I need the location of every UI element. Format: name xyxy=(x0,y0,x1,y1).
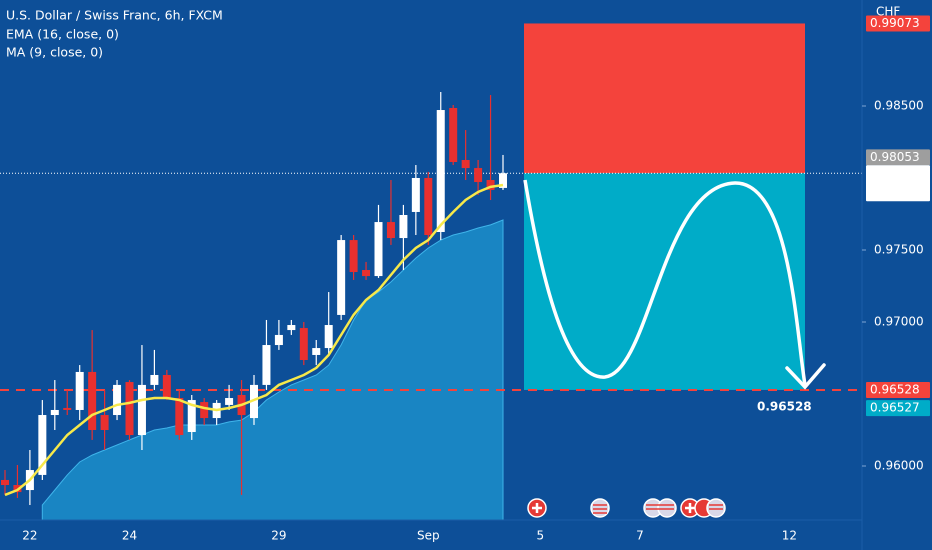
candle-body xyxy=(175,398,184,436)
candle-body xyxy=(337,240,346,315)
price-label: 0.96528 xyxy=(870,382,920,396)
candle-body xyxy=(137,384,146,436)
candle-body xyxy=(461,159,470,169)
candle-body xyxy=(162,374,171,399)
event-icon-stripes xyxy=(646,504,723,510)
event-icon-cross xyxy=(532,503,542,513)
candle-body xyxy=(150,374,159,385)
candle-body xyxy=(324,325,333,349)
x-tick-label: 7 xyxy=(636,529,644,543)
candle-body xyxy=(75,371,84,410)
candle-body xyxy=(262,345,271,385)
y-tick-label: 0.98500 xyxy=(874,98,924,112)
candle-body xyxy=(113,384,122,416)
x-tick-label: 29 xyxy=(271,529,286,543)
legend-entry: EMA (16, close, 0) xyxy=(6,27,119,42)
price-label: 0.98033 xyxy=(870,166,920,180)
candle-body xyxy=(187,400,196,433)
candle-body xyxy=(100,415,109,430)
target-annotation: 0.96528 xyxy=(757,400,812,414)
price-label-box xyxy=(866,165,930,202)
price-label: 0.99073 xyxy=(870,16,920,30)
candle-body xyxy=(349,240,358,273)
event-icon-stripes xyxy=(593,504,607,514)
candle-body xyxy=(1,479,9,486)
candle-body xyxy=(287,325,296,331)
candle-body xyxy=(499,173,507,188)
event-icons xyxy=(527,498,726,518)
event-icon[interactable] xyxy=(657,498,677,518)
y-tick-label: 0.97000 xyxy=(874,314,924,328)
candle-body xyxy=(449,108,458,163)
candle-body xyxy=(63,407,72,410)
candle-body xyxy=(411,177,420,212)
price-label-box xyxy=(866,149,930,166)
ema-line xyxy=(4,183,504,497)
projection-curve xyxy=(523,179,807,386)
candle-body xyxy=(424,177,433,236)
x-tick-label: 5 xyxy=(537,529,545,543)
countdown-label: 04:45:37 xyxy=(870,183,924,197)
y-tick-label: 0.97500 xyxy=(874,242,924,256)
candle-body xyxy=(436,110,445,232)
candle-body xyxy=(362,270,371,277)
price-label-box xyxy=(866,15,930,32)
price-label: 0.96527 xyxy=(870,401,920,415)
candle-body xyxy=(399,214,408,239)
candle-body xyxy=(200,402,209,419)
candle-body xyxy=(225,398,234,405)
currency-label: CHF xyxy=(876,5,900,19)
price-label-box xyxy=(866,400,930,417)
ma-area xyxy=(41,219,504,521)
x-tick-label: 24 xyxy=(122,529,137,543)
price-label: 0.98053 xyxy=(870,150,920,164)
x-tick-label: 22 xyxy=(22,529,37,543)
event-icon[interactable] xyxy=(706,498,726,518)
candle-body xyxy=(50,409,59,416)
candle-body xyxy=(274,334,283,346)
candle-body xyxy=(125,382,134,436)
candle-body xyxy=(474,168,483,183)
event-icon[interactable] xyxy=(590,498,610,518)
legend-entry: MA (9, close, 0) xyxy=(6,45,103,60)
candle-body xyxy=(38,415,47,475)
stop-zone xyxy=(524,23,805,174)
x-tick-label: Sep xyxy=(417,529,440,543)
candle-body xyxy=(374,222,383,277)
x-tick-label: 12 xyxy=(782,529,797,543)
candle-body xyxy=(299,328,308,361)
y-tick-label: 0.96000 xyxy=(874,458,924,472)
candle-body xyxy=(386,222,395,239)
overlay: 0.96528 xyxy=(523,179,826,518)
projection-arrow xyxy=(785,363,826,390)
candle-body xyxy=(486,180,495,190)
chart-title: U.S. Dollar / Swiss Franc, 6h, FXCM xyxy=(6,8,223,23)
event-icon-cross xyxy=(685,503,695,513)
candle-body xyxy=(88,371,97,430)
target-zone xyxy=(524,173,805,390)
price-label-box xyxy=(866,381,930,398)
candle-body xyxy=(250,384,258,419)
plot-area xyxy=(0,23,862,521)
candle-body xyxy=(312,348,321,355)
